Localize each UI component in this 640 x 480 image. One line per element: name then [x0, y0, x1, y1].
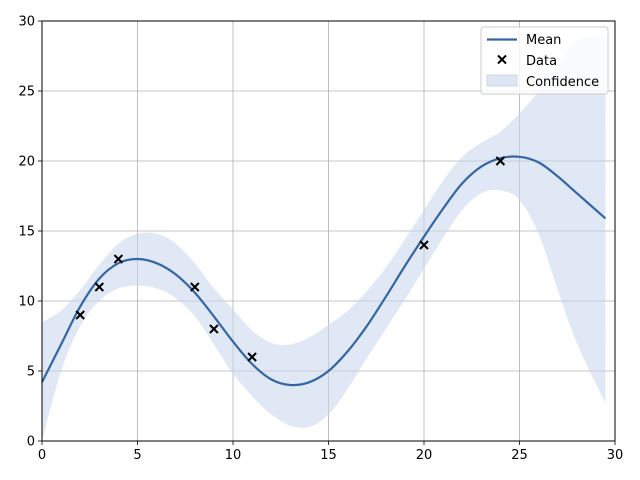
data-point [419, 240, 429, 250]
data-point [94, 282, 105, 292]
data-points-layer [75, 156, 506, 362]
legend-confidence-swatch [486, 74, 518, 87]
x-tick-label: 25 [511, 448, 528, 463]
x-tick-label: 10 [225, 448, 242, 463]
legend-mean-label: Mean [526, 33, 561, 48]
x-tick-label: 5 [133, 448, 141, 463]
x-tick-label: 15 [320, 448, 337, 463]
data-point [75, 310, 85, 320]
data-point [495, 156, 506, 166]
legend-data-swatch [497, 54, 507, 65]
confidence-band [42, 35, 606, 441]
legend-data-label: Data [526, 54, 557, 69]
data-point [190, 282, 200, 292]
y-tick-label: 10 [18, 295, 35, 310]
y-tick-label: 0 [27, 435, 35, 450]
data-point [113, 254, 124, 264]
data-point [209, 324, 219, 334]
y-tick-label: 15 [18, 225, 35, 240]
y-tick-label: 30 [18, 15, 35, 30]
mean-line [41, 155, 607, 387]
mean-line-layer [41, 155, 607, 387]
y-tick-label: 5 [27, 365, 35, 380]
x-tick-label: 30 [607, 448, 624, 463]
data-point [247, 352, 257, 362]
legend-confidence-label: Confidence [526, 75, 599, 90]
tick-layer: 0 5 10 15 20 25 30 0 5 10 15 20 25 30 [18, 15, 623, 464]
legend: Mean Data Confidence [480, 26, 609, 95]
confidence-band-layer [42, 35, 606, 441]
y-tick-label: 20 [18, 155, 35, 170]
x-tick-label: 20 [416, 448, 433, 463]
y-tick-label: 25 [18, 85, 35, 100]
x-tick-label: 0 [38, 448, 46, 463]
